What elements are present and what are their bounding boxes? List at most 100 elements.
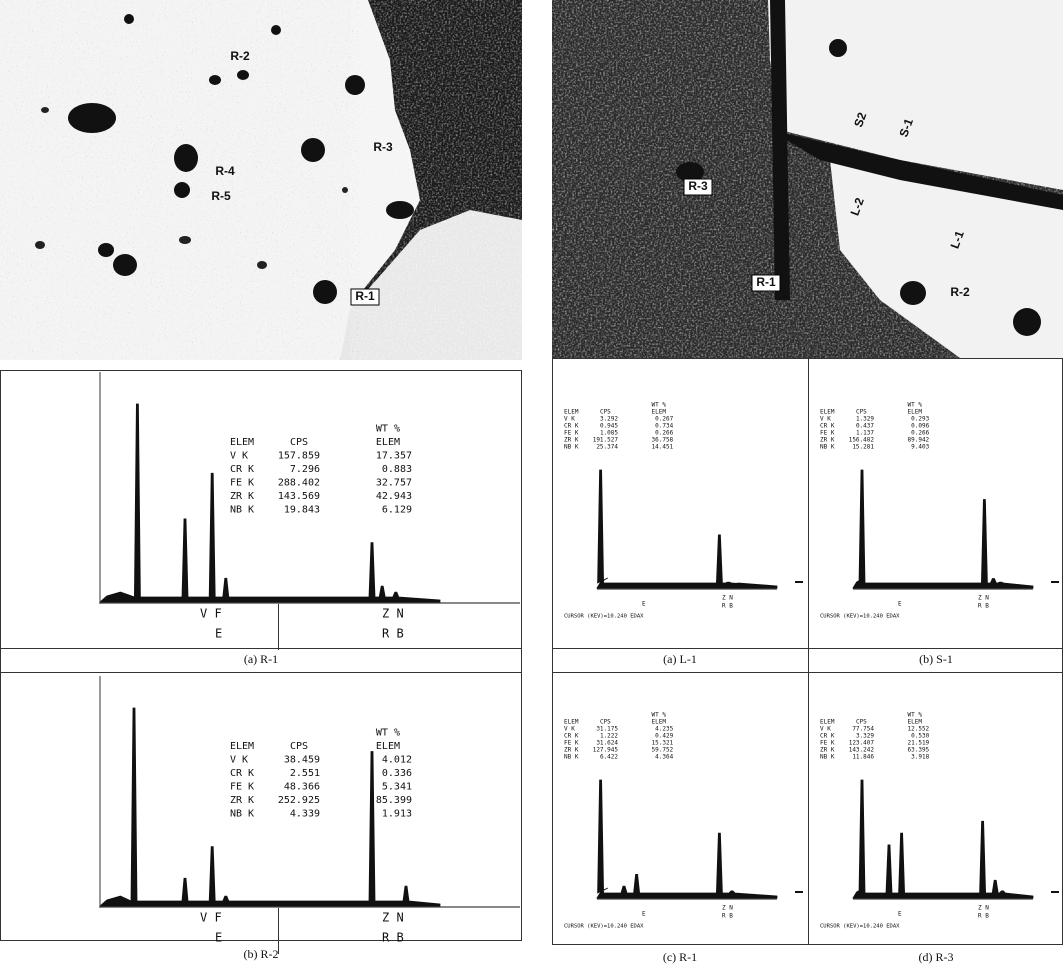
table-cell: 21.519 <box>908 740 930 747</box>
table-cell: ZR K <box>820 437 835 444</box>
table-cell: ZR K <box>564 437 579 444</box>
table-header: ELEM <box>376 437 400 448</box>
axis-label: E <box>642 911 646 918</box>
table-cell: FE K <box>564 430 579 437</box>
table-cell: 31.624 <box>596 740 618 747</box>
table-header: CPS <box>856 409 867 416</box>
axis-label: R B <box>722 603 733 610</box>
table-cell: 12.552 <box>908 726 930 733</box>
table-cell: ZR K <box>230 491 254 502</box>
table-cell: 0.267 <box>655 416 673 423</box>
spectrum <box>853 780 1033 898</box>
table-cell: 15.281 <box>852 444 874 451</box>
table-cell: 0.336 <box>382 768 412 779</box>
table-header: ELEM <box>564 409 579 416</box>
axis-label: E <box>215 931 222 945</box>
spectrum-footer: CURSOR (KEV)=10.240 EDAX <box>820 924 900 930</box>
table-cell: 2.551 <box>290 768 320 779</box>
micrograph-label: R-3 <box>373 140 393 154</box>
axis-label: R B <box>722 913 733 920</box>
table-cell: FE K <box>820 430 835 437</box>
table-header: ELEM <box>820 409 835 416</box>
table-cell: 157.859 <box>278 451 320 462</box>
axis-label: R B <box>978 603 989 610</box>
table-header: CPS <box>856 719 867 726</box>
table-cell: NB K <box>820 754 835 761</box>
table-cell: 15.321 <box>652 740 674 747</box>
table-cell: 288.402 <box>278 478 320 489</box>
table-cell: 32.757 <box>376 478 412 489</box>
spectrum <box>853 470 1033 588</box>
table-cell: 0.883 <box>382 464 412 475</box>
axis-label: R B <box>978 913 989 920</box>
table-cell: 1.085 <box>600 430 618 437</box>
table-cell: 191.527 <box>593 437 619 444</box>
axis-label: E <box>215 627 222 641</box>
table-cell: 4.012 <box>382 755 412 766</box>
micrograph-right <box>552 0 1063 358</box>
micrograph-label: R-2 <box>230 49 250 63</box>
table-cell: 156.482 <box>849 437 875 444</box>
table-cell: 0.266 <box>911 430 929 437</box>
table-cell: 63.395 <box>908 747 930 754</box>
table-cell: 25.374 <box>596 444 618 451</box>
table-cell: NB K <box>564 754 579 761</box>
table-cell: 9.403 <box>911 444 929 451</box>
table-cell: 5.341 <box>382 782 412 793</box>
table-cell: 1.913 <box>382 809 412 820</box>
table-cell: 77.754 <box>852 726 874 733</box>
axis-label: R B <box>382 627 404 641</box>
table-cell: NB K <box>230 809 254 820</box>
table-cell: 123.407 <box>849 740 875 747</box>
micrograph-label: R-1 <box>756 275 776 289</box>
table-header: ELEM <box>652 719 667 726</box>
table-cell: FE K <box>230 782 254 793</box>
table-cell: V K <box>564 416 575 423</box>
micrograph-left <box>0 0 522 360</box>
table-cell: V K <box>820 416 831 423</box>
table-cell: 0.429 <box>655 733 673 740</box>
table-cell: 1.329 <box>856 416 874 423</box>
table-cell: 6.129 <box>382 505 412 516</box>
table-cell: 59.752 <box>652 747 674 754</box>
table-header: ELEM <box>564 719 579 726</box>
table-cell: 17.357 <box>376 451 412 462</box>
table-cell: FE K <box>230 478 254 489</box>
table-cell: 4.235 <box>655 726 673 733</box>
table-header: ELEM <box>230 437 254 448</box>
table-cell: 19.843 <box>284 505 320 516</box>
spectrum <box>597 780 777 898</box>
table-cell: CR K <box>564 423 579 430</box>
axis-label: V F <box>200 911 222 925</box>
table-header: ELEM <box>908 409 923 416</box>
table-header: WT % <box>376 728 400 739</box>
table-cell: 4.339 <box>290 809 320 820</box>
table-header: WT % <box>908 712 923 719</box>
table-cell: ZR K <box>230 795 254 806</box>
spectrum-footer: CURSOR (KEV)=10.240 EDAX <box>564 924 644 930</box>
axis-label: V F <box>200 607 222 621</box>
table-cell: 0.437 <box>856 423 874 430</box>
caption: (b) S-1 <box>919 652 953 666</box>
table-cell: 143.242 <box>849 747 875 754</box>
table-cell: V K <box>820 726 831 733</box>
micrograph-label: R-3 <box>688 179 708 193</box>
axis-label: Z N <box>978 905 989 912</box>
table-cell: V K <box>564 726 575 733</box>
micrograph-label: R-4 <box>215 164 235 178</box>
table-cell: NB K <box>230 505 254 516</box>
axis-label: Z N <box>722 905 733 912</box>
caption: (c) R-1 <box>663 950 697 964</box>
table-cell: 0.945 <box>600 423 618 430</box>
axis-label: R B <box>382 931 404 945</box>
table-cell: 252.925 <box>278 795 320 806</box>
table-cell: CR K <box>230 464 254 475</box>
axis-label: Z N <box>722 595 733 602</box>
spectrum-footer: CURSOR (KEV)=10.240 EDAX <box>820 614 900 620</box>
table-header: CPS <box>290 741 308 752</box>
axis-label: Z N <box>382 911 404 925</box>
caption: (a) R-1 <box>244 652 278 666</box>
table-cell: FE K <box>820 740 835 747</box>
micrograph-label: R-1 <box>355 289 375 303</box>
table-cell: 1.137 <box>856 430 874 437</box>
